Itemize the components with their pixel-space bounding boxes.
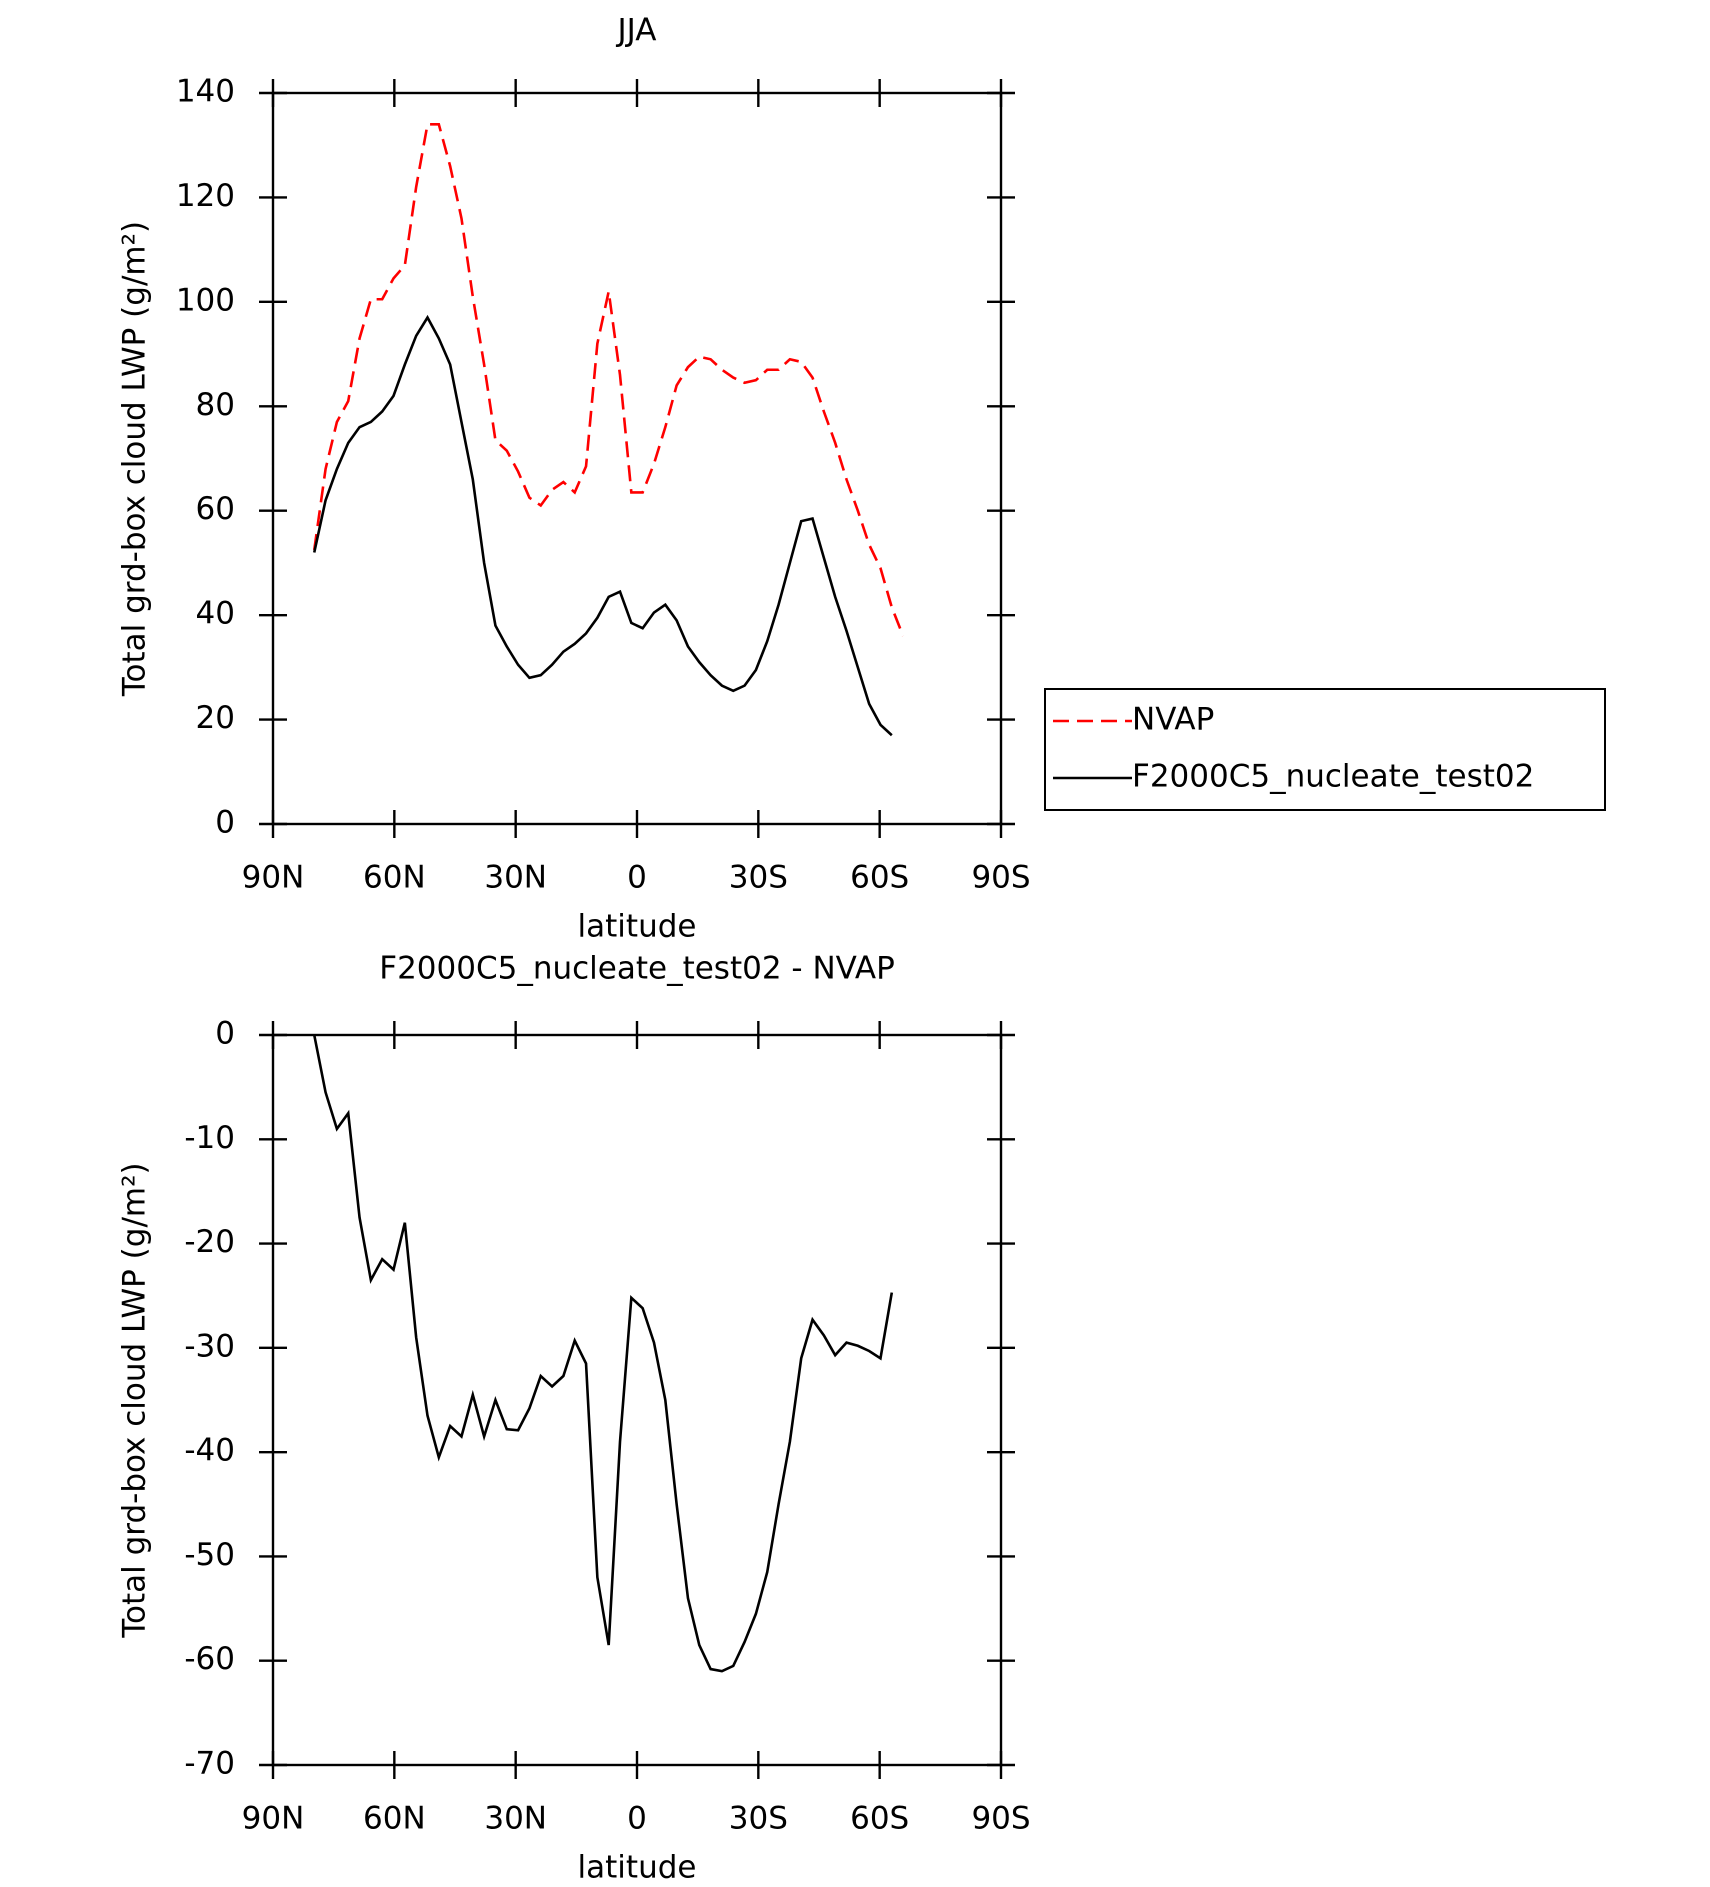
x-axis-label: latitude: [578, 1850, 697, 1884]
x-tick-label: 90S: [971, 1801, 1030, 1837]
legend-box: [1044, 688, 1606, 811]
x-tick-label: 90S: [971, 860, 1030, 896]
y-tick-label: 20: [196, 700, 235, 736]
y-axis-label: Total grd-box cloud LWP (g/m²): [117, 1162, 153, 1638]
x-tick-label: 30N: [484, 1801, 547, 1837]
data-line: [312, 314, 893, 737]
y-axis-label: Total grd-box cloud LWP (g/m²): [117, 221, 153, 697]
y-tick-label: 140: [176, 74, 235, 110]
x-tick-label: 60S: [850, 1801, 909, 1837]
chart-title: F2000C5_nucleate_test02 - NVAP: [379, 951, 895, 987]
x-axis-label: latitude: [578, 909, 697, 945]
y-tick-label: -20: [184, 1224, 235, 1260]
chart-title: JJA: [616, 13, 657, 49]
y-tick-label: -30: [184, 1328, 235, 1364]
y-tick-label: 40: [196, 596, 235, 632]
data-line: [312, 123, 905, 637]
y-tick-label: 80: [196, 387, 235, 423]
y-tick-label: -10: [184, 1120, 235, 1156]
y-tick-label: 100: [176, 282, 235, 318]
legend-label: NVAP: [1132, 702, 1214, 738]
y-tick-label: 0: [215, 805, 235, 841]
y-tick-label: 120: [176, 178, 235, 214]
y-tick-label: 60: [196, 491, 235, 527]
y-tick-label: -60: [184, 1641, 235, 1677]
x-tick-label: 60S: [850, 860, 909, 896]
x-tick-label: 60N: [363, 860, 426, 896]
x-tick-label: 90N: [242, 1801, 305, 1837]
x-tick-label: 30N: [484, 860, 547, 896]
x-tick-label: 90N: [242, 860, 305, 896]
x-tick-label: 30S: [729, 860, 788, 896]
x-tick-label: 60N: [363, 1801, 426, 1837]
legend-label: F2000C5_nucleate_test02: [1132, 759, 1534, 795]
y-tick-label: -50: [184, 1537, 235, 1573]
y-tick-label: -70: [184, 1746, 235, 1782]
data-line: [312, 1034, 894, 1673]
y-tick-label: 0: [215, 1016, 235, 1052]
x-tick-label: 0: [627, 1801, 647, 1837]
plot-frame: [271, 91, 1003, 826]
x-tick-label: 0: [627, 860, 647, 896]
plot-frame: [271, 1033, 1003, 1767]
x-tick-label: 30S: [729, 1801, 788, 1837]
y-tick-label: -40: [184, 1433, 235, 1469]
